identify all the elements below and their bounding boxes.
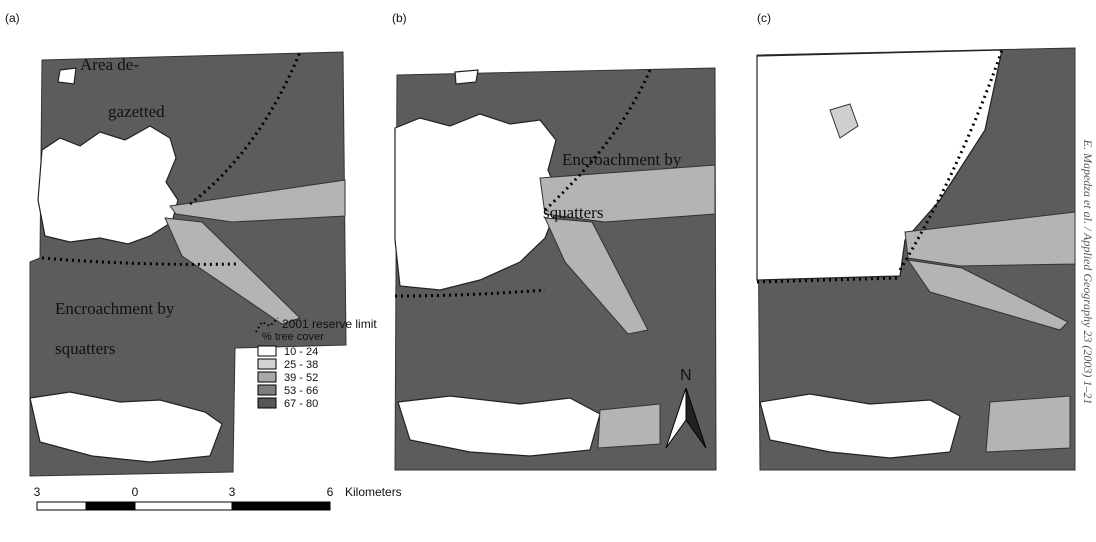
legend-swatch <box>258 372 276 382</box>
legend-label: 53 - 66 <box>284 385 318 397</box>
map-b <box>395 68 716 470</box>
legend-swatch <box>258 346 276 356</box>
map-a <box>30 52 346 476</box>
legend-swatch <box>258 385 276 395</box>
panel-label: (b) <box>392 11 407 25</box>
north-label: N <box>680 367 692 384</box>
annotation: squatters <box>543 203 603 222</box>
scale-label: 6 <box>327 485 334 499</box>
legend-label: 39 - 52 <box>284 372 318 384</box>
map-c <box>757 48 1075 470</box>
annotation: squatters <box>55 339 115 358</box>
annotation: gazetted <box>108 102 165 121</box>
annotation: Area de- <box>80 55 139 74</box>
scale-unit: Kilometers <box>345 485 402 499</box>
scale-label: 3 <box>34 485 41 499</box>
scale-label: 3 <box>229 485 236 499</box>
annotation: Encroachment by <box>55 299 175 318</box>
legend-swatch <box>258 398 276 408</box>
scale-label: 0 <box>132 485 139 499</box>
annotation: Encroachment by <box>562 150 682 169</box>
citation: E. Mapedza et al. / Applied Geography 23… <box>1081 139 1095 405</box>
legend-label: 10 - 24 <box>284 346 318 358</box>
figure: (a) (b) (c) Area de- gazetted Encroachme… <box>0 0 1096 542</box>
legend-label: 25 - 38 <box>284 359 318 371</box>
legend-label: 67 - 80 <box>284 398 318 410</box>
panel-label: (c) <box>757 11 771 25</box>
panel-label: (a) <box>5 11 20 25</box>
legend-text: 2001 reserve limit <box>282 317 377 331</box>
legend-swatch <box>258 359 276 369</box>
legend-title: % tree cover <box>262 331 324 343</box>
scale-bar: Kilometers <box>37 485 402 510</box>
